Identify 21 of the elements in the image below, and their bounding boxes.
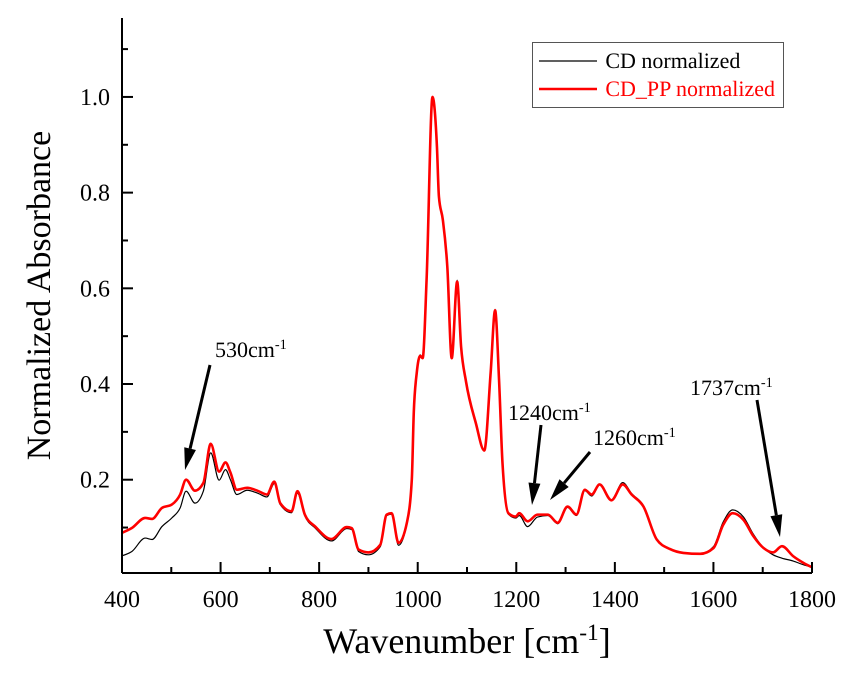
y-tick-label: 0.4 bbox=[80, 372, 110, 398]
x-tick-label: 1200 bbox=[492, 587, 540, 613]
y-axis-title: Normalized Absorbance bbox=[21, 130, 58, 460]
annotation: 1260cm$^{-1}$ bbox=[593, 425, 676, 450]
x-tick-label: 400 bbox=[104, 587, 140, 613]
x-tick-label: 1800 bbox=[788, 587, 836, 613]
y-tick-label: 0.6 bbox=[80, 276, 110, 302]
legend-label: CD_PP normalized bbox=[605, 75, 775, 103]
x-tick-label: 1600 bbox=[689, 587, 738, 613]
x-tick-label: 600 bbox=[202, 587, 239, 613]
annotation: 1737cm$^{-1}$ bbox=[690, 375, 773, 400]
legend-label: CD normalized bbox=[605, 47, 740, 75]
x-axis-title: Wavenumber [cm$^{-1}$] bbox=[323, 620, 611, 661]
y-tick-label: 0.8 bbox=[80, 180, 110, 207]
annotation: 1240cm$^{-1}$ bbox=[508, 400, 591, 425]
x-tick-label: 800 bbox=[301, 587, 338, 613]
y-tick-label: 0.2 bbox=[80, 468, 110, 494]
annotation: 530cm$^{-1}$ bbox=[215, 337, 287, 362]
x-tick-label: 1000 bbox=[394, 587, 442, 613]
x-tick-label: 1400 bbox=[590, 587, 639, 613]
y-tick-label: 1.0 bbox=[80, 84, 110, 111]
